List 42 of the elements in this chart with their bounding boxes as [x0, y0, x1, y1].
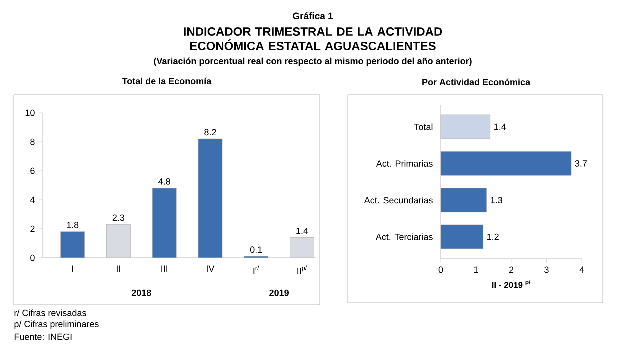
x-tick-label: III [162, 266, 168, 272]
y-tick-label: Act. Primarias [376, 160, 433, 167]
data-label: 1.8 [67, 222, 79, 228]
y-tick-label: Total [414, 124, 433, 130]
data-label: 4.8 [158, 178, 170, 185]
data-label: 1.2 [488, 234, 499, 240]
text: (Variación porcentual real con respecto al mismo periodo del año anterior) [154, 58, 472, 66]
data-label: 1.4 [296, 228, 308, 234]
x-tick-label: 3 [544, 266, 549, 274]
x-tick-label: I$^{r/}$ [254, 266, 260, 274]
x-tick-label: 4 [580, 266, 584, 273]
x-tick-label: 0 [438, 266, 444, 274]
data-label: 0.1 [250, 246, 262, 254]
x-tick-label: 1 [474, 266, 478, 273]
y-tick-label: 4 [30, 196, 35, 204]
y-tick-label: 0 [30, 254, 35, 262]
data-label: 8.2 [204, 129, 216, 136]
x-tick-label: II$^{p/}$ [298, 266, 308, 274]
text: Gráfica 1 [293, 12, 334, 20]
y-tick-label: 10 [26, 110, 35, 116]
x-tick-label: II [117, 266, 120, 272]
data-label: 2.3 [112, 214, 125, 222]
text: 2019 [270, 290, 289, 296]
x-tick-label: I [72, 266, 74, 272]
text: p/ Cifras preliminares [14, 320, 99, 330]
y-tick-label: 6 [30, 168, 35, 174]
y-tick-label: Act. Terciarias [376, 234, 433, 240]
data-label: 1.3 [491, 197, 502, 204]
chart-title: Por Actividad Económica [422, 78, 531, 86]
text: r/ Cifras revisadas [14, 310, 86, 316]
y-tick-label: 8 [30, 138, 35, 146]
text: INDICADOR TRIMESTRAL DE LA ACTIVIDAD ECONÓMICA ESTATAL AGUASCALIENTES [184, 28, 442, 50]
text: 2018 [132, 290, 152, 296]
chart-title: Total de la Economía [122, 78, 212, 85]
data-label: 1.4 [494, 124, 506, 130]
x-tick-label: IV [207, 266, 215, 272]
x-tick-label: 2 [509, 266, 514, 274]
y-tick-label: 2 [30, 226, 35, 232]
x-axis-title: II - 2019 $^{p/}$ [492, 280, 531, 288]
data-label: 3.7 [575, 160, 588, 167]
source-note: Fuente: INEGI [14, 334, 72, 340]
y-tick-label: Act. Secundarias [364, 197, 433, 204]
